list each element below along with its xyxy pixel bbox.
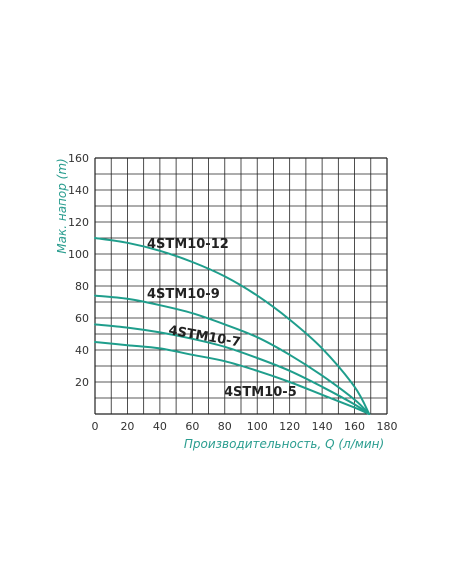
y-axis-label: Мак. напор (m) xyxy=(55,158,69,253)
x-tick-label: 140 xyxy=(312,420,333,433)
y-tick-label: 80 xyxy=(75,280,89,293)
x-axis-label: Производительность, Q (л/мин) xyxy=(184,437,384,451)
series-line xyxy=(94,237,371,415)
x-tick-label: 0 xyxy=(92,420,99,433)
y-tick-label: 60 xyxy=(75,312,89,325)
series-line xyxy=(94,341,371,415)
series-label: 4STM10-12 xyxy=(147,237,229,252)
y-tick-label: 140 xyxy=(68,184,89,197)
x-tick-label: 180 xyxy=(377,420,398,433)
series-label: 4STM10-5 xyxy=(224,385,297,400)
y-tick-label: 40 xyxy=(75,344,89,357)
x-tick-label: 20 xyxy=(120,420,134,433)
series-line xyxy=(94,323,371,415)
x-axis-ticks: 0 20 40 60 80 100 120 140 160 180 xyxy=(92,420,398,433)
y-tick-label: 20 xyxy=(75,376,89,389)
y-tick-label: 100 xyxy=(68,248,89,261)
y-tick-label: 160 xyxy=(68,152,89,165)
x-tick-label: 80 xyxy=(218,420,232,433)
x-tick-label: 40 xyxy=(153,420,167,433)
y-axis-ticks: 20 40 60 80 100 120 140 160 xyxy=(68,152,89,389)
series-label: 4STM10-9 xyxy=(147,287,220,302)
series-line xyxy=(94,294,371,415)
y-tick-label: 120 xyxy=(68,216,89,229)
x-tick-label: 120 xyxy=(279,420,300,433)
x-tick-label: 100 xyxy=(247,420,268,433)
chart-series xyxy=(94,237,371,415)
x-tick-label: 160 xyxy=(344,420,365,433)
x-tick-label: 60 xyxy=(185,420,199,433)
